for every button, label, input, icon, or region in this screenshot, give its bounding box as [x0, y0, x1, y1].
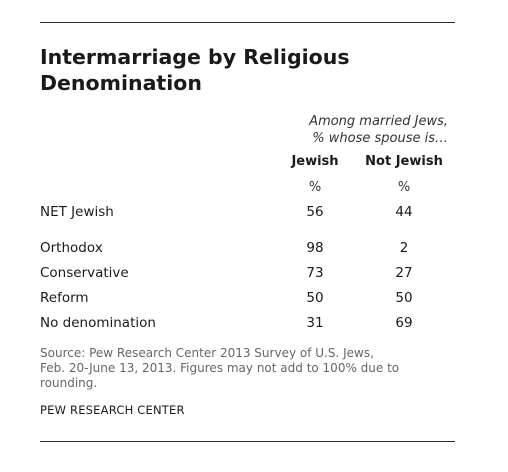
- table-row-net-jewish: NET Jewish 56 44: [40, 202, 460, 222]
- row-label: NET Jewish: [40, 204, 114, 220]
- row-label: Orthodox: [40, 240, 103, 256]
- not-jewish-value: 44: [395, 204, 413, 220]
- table-row-orthodox: Orthodox 98 2: [40, 238, 460, 258]
- unit-label-not-jewish: %: [397, 180, 411, 195]
- credit-line: PEW RESEARCH CENTER: [40, 403, 185, 417]
- table-row-no-denomination: No denomination 31 69: [40, 313, 460, 333]
- source-line-3: rounding.: [40, 376, 98, 390]
- table-row-reform: Reform 50 50: [40, 288, 460, 308]
- source-note: Source: Pew Research Center 2013 Survey …: [40, 346, 460, 391]
- subtitle-line-1: Among married Jews,: [309, 114, 448, 129]
- unit-label-jewish: %: [308, 180, 322, 195]
- table-subtitle: Among married Jews, % whose spouse is…: [250, 113, 448, 147]
- not-jewish-value: 2: [399, 240, 409, 256]
- top-divider: [40, 22, 455, 23]
- row-label: No denomination: [40, 315, 156, 331]
- not-jewish-value: 69: [395, 315, 413, 331]
- row-label: Reform: [40, 290, 89, 306]
- jewish-value: 73: [306, 265, 324, 281]
- column-header-jewish: Jewish: [291, 154, 339, 169]
- jewish-value: 31: [306, 315, 324, 331]
- page-title: Intermarriage by Religious Denomination: [40, 45, 350, 95]
- not-jewish-value: 50: [395, 290, 413, 306]
- jewish-value: 98: [306, 240, 324, 256]
- source-line-2: Feb. 20-June 13, 2013. Figures may not a…: [40, 361, 400, 375]
- not-jewish-value: 27: [395, 265, 413, 281]
- table-row-conservative: Conservative 73 27: [40, 263, 460, 283]
- column-header-not-jewish: Not Jewish: [365, 154, 443, 169]
- subtitle-line-2: % whose spouse is…: [312, 131, 448, 146]
- source-line-1: Source: Pew Research Center 2013 Survey …: [40, 346, 374, 360]
- jewish-value: 56: [306, 204, 324, 220]
- row-label: Conservative: [40, 265, 129, 281]
- jewish-value: 50: [306, 290, 324, 306]
- bottom-divider: [40, 441, 455, 442]
